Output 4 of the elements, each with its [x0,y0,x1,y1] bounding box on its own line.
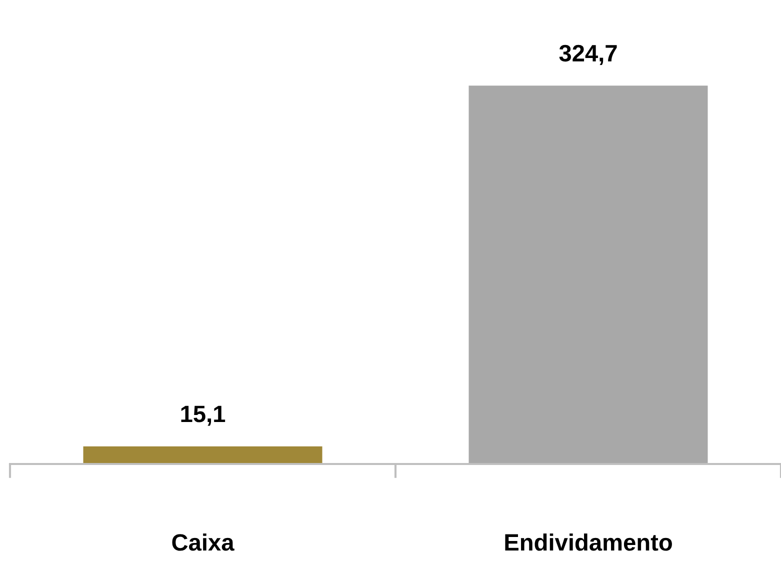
data-label: 324,7 [559,44,617,65]
data-label: 15,1 [181,406,226,426]
x-tick-label: Caixa [172,533,234,551]
x-tick-label: Endividamento [505,533,672,551]
